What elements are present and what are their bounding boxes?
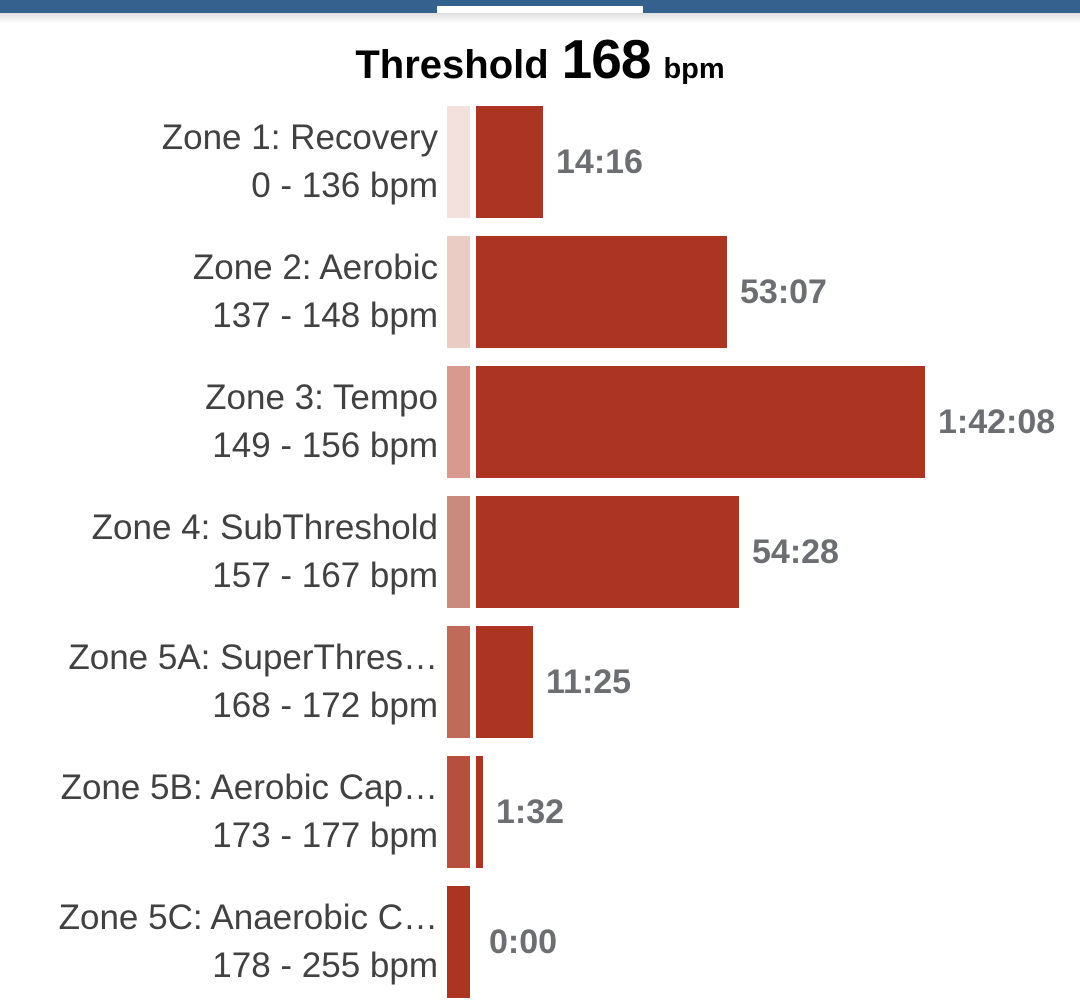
bar-area: 14:16 <box>476 106 1080 218</box>
zone-row-1: Zone 1: Recovery 0 - 136 bpm 14:16 <box>0 106 1080 218</box>
zone-color-strip <box>447 756 470 868</box>
zone-label-block: Zone 1: Recovery 0 - 136 bpm <box>0 106 438 218</box>
zone-range: 173 - 177 bpm <box>212 816 438 855</box>
bar-area: 11:25 <box>476 626 1080 738</box>
zone-name: Zone 2: Aerobic <box>192 248 438 287</box>
zone-range: 157 - 167 bpm <box>212 556 438 595</box>
zone-color-strip <box>447 886 470 998</box>
zone-time-value: 53:07 <box>740 272 827 311</box>
zone-color-strip <box>447 106 470 218</box>
zone-label-block: Zone 2: Aerobic 137 - 148 bpm <box>0 236 438 348</box>
zone-name: Zone 5A: SuperThres… <box>68 638 438 677</box>
zone-time-value: 1:32 <box>496 792 565 831</box>
bar-area: 1:42:08 <box>476 366 1080 478</box>
zone-row-5a: Zone 5A: SuperThres… 168 - 172 bpm 11:25 <box>0 626 1080 738</box>
zone-row-4: Zone 4: SubThreshold 157 - 167 bpm 54:28 <box>0 496 1080 608</box>
zone-name: Zone 5C: Anaerobic C… <box>58 898 438 937</box>
zone-time-bar <box>476 756 483 868</box>
zone-time-bar <box>476 496 739 608</box>
zone-time-value: 1:42:08 <box>938 402 1056 441</box>
zone-range: 149 - 156 bpm <box>212 426 438 465</box>
zone-label-block: Zone 5C: Anaerobic C… 178 - 255 bpm <box>0 886 438 998</box>
zone-label-block: Zone 5B: Aerobic Cap… 173 - 177 bpm <box>0 756 438 868</box>
zone-time-value: 54:28 <box>752 532 839 571</box>
top-app-bar <box>0 0 1080 13</box>
hr-zones-chart: Zone 1: Recovery 0 - 136 bpm 14:16 Zone … <box>0 106 1080 998</box>
zone-label-block: Zone 5A: SuperThres… 168 - 172 bpm <box>0 626 438 738</box>
zone-name: Zone 5B: Aerobic Cap… <box>60 768 438 807</box>
zone-color-strip <box>447 496 470 608</box>
threshold-value: 168 <box>561 28 652 90</box>
app-bar-shadow <box>0 13 1080 25</box>
zone-name: Zone 4: SubThreshold <box>91 508 438 547</box>
zone-range: 137 - 148 bpm <box>212 296 438 335</box>
zone-label-block: Zone 3: Tempo 149 - 156 bpm <box>0 366 438 478</box>
zone-time-value: 14:16 <box>556 142 643 181</box>
threshold-label: Threshold <box>355 43 549 87</box>
zone-color-strip <box>447 626 470 738</box>
zone-range: 0 - 136 bpm <box>251 166 438 205</box>
bar-area: 1:32 <box>476 756 1080 868</box>
zone-name: Zone 1: Recovery <box>161 118 438 157</box>
zone-time-bar <box>476 236 727 348</box>
zone-color-strip <box>447 366 470 478</box>
zone-time-value: 0:00 <box>489 922 558 961</box>
chart-title: Threshold 168 bpm <box>0 27 1080 91</box>
zone-range: 168 - 172 bpm <box>212 686 438 725</box>
bar-area: 53:07 <box>476 236 1080 348</box>
zone-time-bar <box>476 366 925 478</box>
zone-range: 178 - 255 bpm <box>212 946 438 985</box>
zone-time-bar <box>476 626 533 738</box>
bar-area: 54:28 <box>476 496 1080 608</box>
zone-color-strip <box>447 236 470 348</box>
zone-label-block: Zone 4: SubThreshold 157 - 167 bpm <box>0 496 438 608</box>
threshold-unit: bpm <box>663 53 725 85</box>
zone-row-3: Zone 3: Tempo 149 - 156 bpm 1:42:08 <box>0 366 1080 478</box>
zone-row-5c: Zone 5C: Anaerobic C… 178 - 255 bpm 0:00 <box>0 886 1080 998</box>
zone-row-5b: Zone 5B: Aerobic Cap… 173 - 177 bpm 1:32 <box>0 756 1080 868</box>
bar-area: 0:00 <box>476 886 1080 998</box>
zone-time-bar <box>476 106 543 218</box>
zone-time-value: 11:25 <box>546 662 632 701</box>
zone-row-2: Zone 2: Aerobic 137 - 148 bpm 53:07 <box>0 236 1080 348</box>
zone-name: Zone 3: Tempo <box>205 378 438 417</box>
active-tab-indicator <box>437 6 643 13</box>
